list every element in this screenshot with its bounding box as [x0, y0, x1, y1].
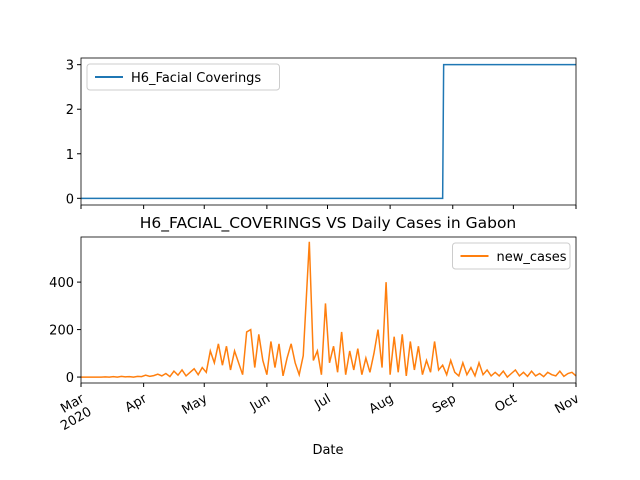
legend-label: new_cases [497, 250, 567, 265]
series-line [81, 241, 577, 379]
axes-frame [80, 236, 577, 384]
chart-title: H6_FACIAL_COVERINGS VS Daily Cases in Ga… [140, 214, 517, 233]
series-line [81, 63, 576, 200]
y-tick-label: 400 [49, 276, 74, 291]
legend-box [86, 63, 280, 91]
y-tick-label: 1 [66, 148, 74, 163]
x-axis-label: Date [312, 443, 343, 458]
y-tick-label: 2 [66, 103, 74, 118]
y-tick-label: 3 [66, 59, 74, 74]
legend-box [452, 242, 571, 270]
y-tick-label: 0 [66, 192, 74, 207]
legend-label: H6_Facial Coverings [131, 71, 261, 86]
x-tick-label: Jul [312, 391, 334, 412]
axes-frame [80, 57, 577, 206]
y-tick-label: 0 [66, 371, 74, 386]
y-tick-label: 200 [49, 324, 74, 339]
